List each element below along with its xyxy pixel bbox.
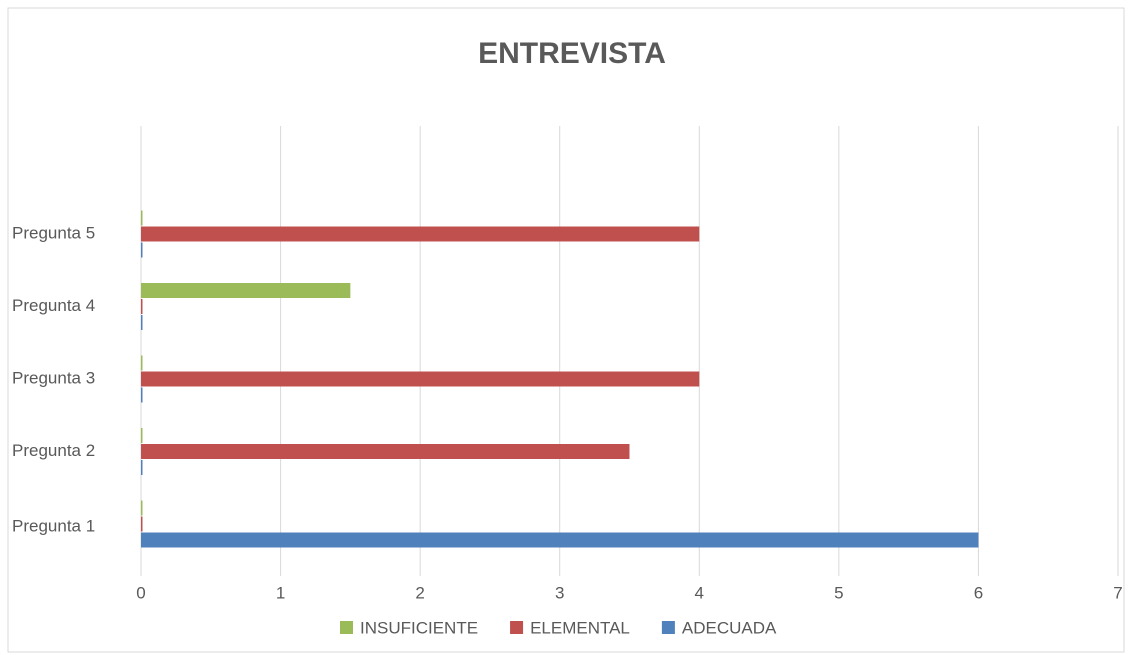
x-tick-label: 3 — [555, 583, 564, 602]
legend-swatch — [340, 621, 353, 634]
bar — [141, 283, 351, 298]
bar — [141, 428, 143, 443]
bar — [141, 355, 143, 371]
chart-title: ENTREVISTA — [478, 37, 666, 70]
bar — [141, 500, 143, 516]
bar — [141, 210, 143, 226]
chart-border — [7, 7, 1125, 653]
y-tick-label: Pregunta 5 — [12, 223, 95, 242]
bar — [141, 387, 143, 403]
legend-label: ELEMENTAL — [530, 618, 630, 637]
bar — [141, 444, 630, 459]
y-tick-label: Pregunta 2 — [12, 441, 95, 460]
bar — [141, 242, 143, 258]
y-tick-label: Pregunta 1 — [12, 516, 95, 535]
bar — [141, 532, 979, 548]
x-tick-label: 7 — [1113, 583, 1122, 602]
legend-label: INSUFICIENTE — [360, 618, 478, 637]
x-tick-label: 2 — [415, 583, 424, 602]
bar — [141, 460, 143, 475]
bar — [141, 226, 700, 242]
x-tick-label: 6 — [974, 583, 983, 602]
bar — [141, 299, 143, 314]
bar — [141, 315, 143, 330]
legend-label: ADECUADA — [682, 618, 777, 637]
x-tick-label: 5 — [834, 583, 843, 602]
legend-swatch — [661, 621, 675, 634]
x-tick-label: 0 — [136, 583, 145, 602]
bar — [141, 371, 700, 387]
y-tick-label: Pregunta 3 — [12, 368, 95, 387]
legend-swatch — [510, 621, 524, 634]
x-tick-label: 1 — [276, 583, 285, 602]
y-tick-label: Pregunta 4 — [12, 296, 95, 315]
bar — [141, 516, 143, 532]
x-tick-label: 4 — [695, 583, 704, 602]
